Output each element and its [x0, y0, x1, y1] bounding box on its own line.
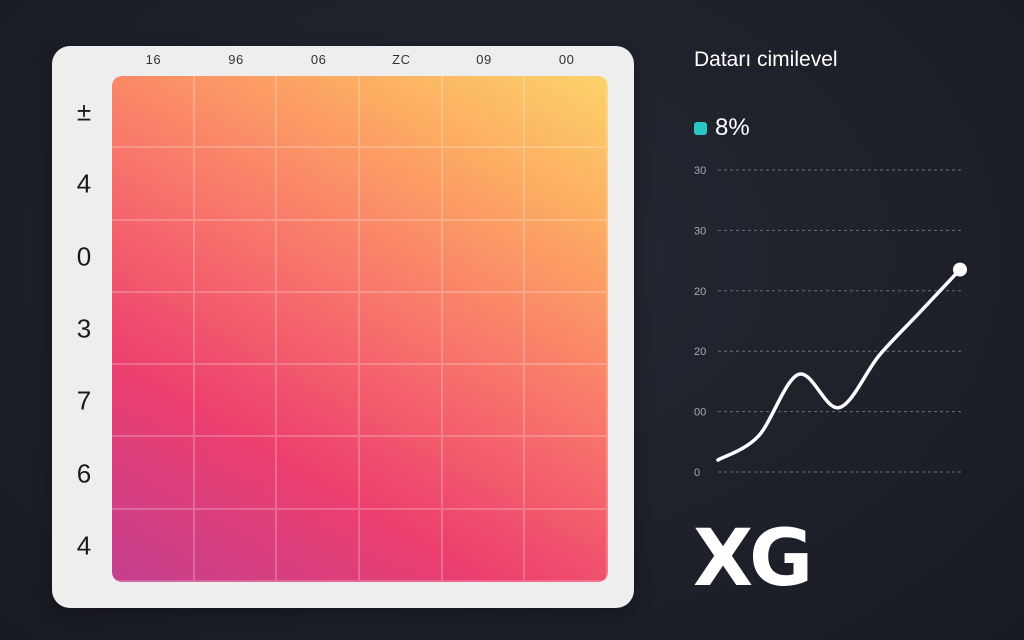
- heatmap-row-labels: ±4 0 3 7 6 4: [62, 76, 106, 582]
- heatmap-row-label: 4: [76, 530, 92, 561]
- legend-label: 8%: [715, 114, 750, 141]
- y-tick-label: 30: [694, 225, 706, 237]
- heatmap-row-label: 4: [76, 168, 92, 199]
- heatmap-column-label: ZC: [392, 52, 411, 67]
- heatmap-cell: [194, 148, 278, 221]
- line-endpoint: [953, 262, 967, 277]
- y-tick-label: 20: [694, 286, 706, 298]
- heatmap-cell: [360, 365, 443, 438]
- heatmap-cell: [360, 76, 443, 149]
- y-tick-label: 20: [694, 346, 706, 358]
- heatmap-cell: [112, 509, 195, 582]
- heatmap-cell: [442, 292, 526, 366]
- heatmap-cell: [277, 365, 360, 438]
- heatmap-row-label: 7: [76, 385, 92, 416]
- heatmap-cell: [277, 148, 360, 221]
- heatmap-cell: [360, 148, 443, 221]
- heatmap-cell: [525, 437, 608, 510]
- heatmap-row-label: ±: [76, 96, 92, 127]
- heatmap-cell: [194, 292, 278, 366]
- heatmap-row-label: 0: [76, 241, 92, 272]
- heatmap-cell: [525, 220, 608, 293]
- heatmap-cell: [442, 365, 526, 438]
- heatmap-cell: [194, 437, 278, 510]
- heatmap-cell: [442, 220, 526, 293]
- heatmap-cell: [277, 220, 360, 293]
- legend-swatch: [694, 121, 707, 135]
- heatmap-cell: [360, 220, 443, 293]
- heatmap-column-label: 06: [310, 52, 327, 67]
- brand-logo: XG: [693, 514, 813, 604]
- heatmap-cell: [112, 220, 195, 293]
- heatmap-column-label: 00: [558, 52, 575, 67]
- line-series: [716, 267, 962, 462]
- heatmap-cell: [112, 148, 195, 221]
- heatmap-cell: [194, 76, 278, 149]
- heatmap-cell: [194, 220, 278, 293]
- heatmap-column-label: 09: [476, 52, 492, 67]
- heatmap-cell: [525, 365, 608, 438]
- heatmap-cell: [525, 292, 608, 366]
- heatmap-cell: [525, 509, 608, 582]
- heatmap-cell: [360, 437, 443, 510]
- heatmap-cell: [525, 76, 608, 149]
- heatmap-grid: [112, 76, 608, 582]
- heatmap-cell: [277, 509, 360, 582]
- heatmap-cell: [442, 437, 526, 510]
- heatmap-cell: [112, 76, 195, 149]
- heatmap-cell: [277, 76, 360, 149]
- heatmap-cell: [525, 148, 608, 221]
- heatmap-row-label: 3: [76, 313, 92, 344]
- heatmap-column-label: 16: [145, 52, 162, 67]
- y-tick-label: 30: [694, 165, 706, 177]
- heatmap-cell: [112, 437, 195, 510]
- heatmap-cell: [360, 292, 443, 366]
- heatmap-cell: [194, 365, 278, 438]
- heatmap-column-labels: 16 96 06 ZC 09 00: [112, 52, 608, 72]
- heatmap-cell: [442, 76, 526, 149]
- heatmap-cell: [442, 509, 526, 582]
- heatmap-cell: [112, 292, 195, 366]
- heatmap-column-label: 96: [228, 52, 244, 67]
- heatmap-row-label: 6: [76, 458, 92, 489]
- y-tick-label: 00: [694, 407, 706, 419]
- heatmap-cell: [360, 509, 443, 582]
- heatmap-cell: [277, 292, 360, 366]
- line-chart-legend: 8%: [694, 114, 750, 142]
- heatmap-cell: [194, 509, 278, 582]
- line-chart-title: Datarı cimilevel: [694, 48, 838, 71]
- heatmap-cell: [112, 365, 195, 438]
- heatmap-cell: [277, 437, 360, 510]
- y-tick-label: 0: [694, 467, 700, 479]
- heatmap-cell: [442, 148, 526, 221]
